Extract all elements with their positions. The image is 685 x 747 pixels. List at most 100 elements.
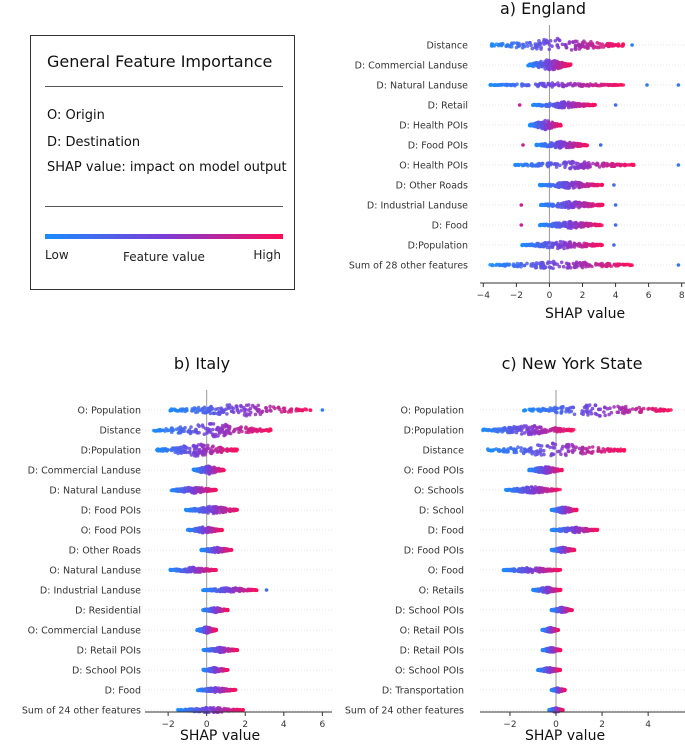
swarm-dot xyxy=(211,411,216,416)
swarm-dot xyxy=(612,405,616,409)
swarm-dot xyxy=(550,126,554,130)
swarm-dot xyxy=(617,405,622,410)
swarm-dot xyxy=(204,567,208,571)
swarm-dot xyxy=(566,407,571,412)
swarm-dot xyxy=(542,223,546,228)
swarm-dot xyxy=(539,120,544,125)
swarm-dot xyxy=(550,224,555,228)
swarm-dot xyxy=(521,42,526,47)
swarm-dot xyxy=(203,588,208,592)
swarm-dot xyxy=(246,408,251,412)
feature-swarm xyxy=(191,464,226,476)
swarm-dot xyxy=(176,489,181,494)
swarm-dot xyxy=(202,506,206,510)
swarm-dot xyxy=(230,409,235,414)
swarm-dot xyxy=(225,548,229,552)
legend-feature-value-label: Feature value xyxy=(123,250,205,264)
swarm-dot xyxy=(586,410,590,415)
swarm-dot xyxy=(279,410,284,414)
panel-title: b) Italy xyxy=(174,354,230,373)
swarm-dot xyxy=(630,407,635,411)
swarm-dot xyxy=(582,143,587,148)
swarm-dot xyxy=(539,47,543,51)
swarm-dot xyxy=(572,412,577,417)
swarm-dot xyxy=(227,426,232,431)
swarm-dot xyxy=(589,39,593,44)
swarm-dot xyxy=(553,39,558,43)
feature-label: D:Population xyxy=(81,446,141,457)
swarm-dot xyxy=(562,428,566,433)
feature-label: D:Population xyxy=(408,241,468,252)
outlier-dot xyxy=(613,203,618,207)
swarm-dot xyxy=(195,507,199,512)
feature-label: D: Natural Landuse xyxy=(49,486,141,497)
swarm-dot xyxy=(169,430,174,435)
swarm-dot xyxy=(527,430,532,435)
swarm-dot xyxy=(182,444,187,449)
legend-shap-text: SHAP value: impact on model output xyxy=(47,160,287,175)
swarm-dot xyxy=(536,125,541,129)
x-axis-label: SHAP value xyxy=(180,728,260,744)
swarm-dot xyxy=(205,628,209,633)
swarm-dot xyxy=(205,549,209,553)
swarm-dot xyxy=(207,626,212,630)
swarm-dot xyxy=(563,101,567,106)
swarm-dot xyxy=(188,567,192,572)
swarm-dot xyxy=(242,408,247,412)
swarm-dot xyxy=(560,140,565,144)
swarm-dot xyxy=(566,244,570,249)
swarm-dot xyxy=(544,84,548,89)
feature-swarm xyxy=(488,81,681,89)
swarm-dot xyxy=(246,403,251,407)
swarm-dot xyxy=(211,427,215,432)
swarm-dot xyxy=(208,668,212,673)
swarm-dot xyxy=(210,488,215,493)
swarm-dot xyxy=(244,430,249,435)
swarm-dot xyxy=(187,528,192,532)
swarm-dot xyxy=(616,43,620,48)
swarm-dot xyxy=(213,610,217,614)
swarm-dot xyxy=(546,122,550,127)
swarm-dot xyxy=(551,143,555,147)
swarm-dot xyxy=(608,44,613,48)
swarm-dot xyxy=(512,41,516,45)
swarm-dot xyxy=(173,450,177,455)
swarm-dot xyxy=(596,182,600,187)
swarm-dot xyxy=(214,628,218,632)
feature-label: D: Food xyxy=(432,221,468,232)
swarm-dot xyxy=(544,104,548,108)
swarm-dot xyxy=(190,409,194,413)
swarm-dot xyxy=(568,240,572,244)
swarm-dot xyxy=(600,202,605,207)
swarm-dot xyxy=(578,244,583,249)
swarm-dot xyxy=(222,646,227,650)
swarm-dot xyxy=(204,608,209,612)
swarm-dot xyxy=(201,509,206,514)
swarm-dot xyxy=(243,588,247,593)
swarm-dot xyxy=(647,406,651,411)
swarm-dot xyxy=(568,102,572,106)
swarm-dot xyxy=(585,82,589,87)
legend-title: General Feature Importance xyxy=(47,52,273,71)
swarm-dot xyxy=(549,265,553,270)
outlier-dot xyxy=(630,43,634,47)
swarm-dot xyxy=(520,82,524,86)
swarm-dot xyxy=(567,62,571,66)
swarm-dot xyxy=(225,403,230,408)
swarm-dot xyxy=(590,445,595,449)
swarm-dot xyxy=(533,163,538,167)
swarm-dot xyxy=(598,83,602,88)
swarm-dot xyxy=(555,410,559,415)
swarm-dot xyxy=(260,410,264,415)
outlier-dot xyxy=(613,103,618,107)
swarm-dot xyxy=(206,468,210,473)
swarm-dot xyxy=(205,431,209,435)
swarm-dot xyxy=(204,687,208,692)
swarm-dot xyxy=(585,262,589,266)
swarm-dot xyxy=(210,445,215,449)
swarm-dot xyxy=(176,431,181,435)
swarm-dot xyxy=(206,443,210,448)
swarm-dot xyxy=(188,449,192,454)
outlier-dot xyxy=(645,83,649,87)
swarm-dot xyxy=(578,83,582,88)
